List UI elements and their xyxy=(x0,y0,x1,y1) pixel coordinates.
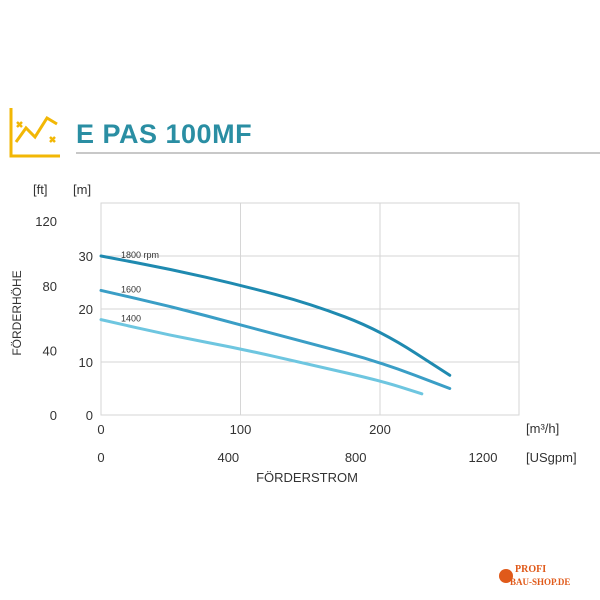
series-label-1: 1800 rpm xyxy=(121,250,159,260)
y-left-tick-labels: 0 40 80 120 xyxy=(35,214,57,423)
series-line-3 xyxy=(99,318,424,396)
grid-lines xyxy=(101,203,519,415)
watermark-line1: PROFI xyxy=(515,564,546,575)
series-label-2: 1600 xyxy=(121,284,141,294)
watermark-line2: BAU-SHOP.DE xyxy=(510,577,570,587)
x-top-tick-labels: 0 100 200 xyxy=(97,422,390,437)
y-axis-title: FÖRDERHÖHE xyxy=(10,270,24,355)
y-left-tick: 80 xyxy=(43,279,57,294)
line-chart-icon xyxy=(9,108,60,158)
x-top-unit: [m³/h] xyxy=(526,421,559,436)
series-lines xyxy=(99,254,452,396)
series-labels: 1800 rpm 1600 1400 xyxy=(121,250,159,324)
x-top-tick: 0 xyxy=(97,422,104,437)
x-bottom-tick: 400 xyxy=(217,450,239,465)
watermark-logo: PROFI BAU-SHOP.DE xyxy=(499,564,570,587)
title-divider xyxy=(76,152,600,154)
series-line-2 xyxy=(99,288,452,390)
x-bottom-tick: 800 xyxy=(345,450,367,465)
x-bottom-tick: 0 xyxy=(97,450,104,465)
x-bottom-tick-labels: 0 400 800 1200 xyxy=(97,450,497,465)
y-right-tick: 0 xyxy=(86,408,93,423)
series-label-3: 1400 xyxy=(121,314,141,324)
y-right-tick: 10 xyxy=(79,355,93,370)
page-title: E PAS 100MF xyxy=(76,119,253,149)
y-right-tick: 20 xyxy=(79,302,93,317)
x-bottom-unit: [USgpm] xyxy=(526,450,577,465)
y-right-tick-labels: 0 10 20 30 xyxy=(79,249,93,423)
watermark-icon xyxy=(499,569,513,583)
y-right-tick: 30 xyxy=(79,249,93,264)
y-left-tick: 0 xyxy=(50,408,57,423)
y-left-tick: 40 xyxy=(43,343,57,358)
y-left-unit: [ft] xyxy=(33,182,47,197)
x-top-tick: 200 xyxy=(369,422,391,437)
x-bottom-tick: 1200 xyxy=(469,450,498,465)
y-left-tick: 120 xyxy=(35,214,57,229)
series-line-1 xyxy=(99,254,452,377)
y-right-unit: [m] xyxy=(73,182,91,197)
x-axis-title: FÖRDERSTROM xyxy=(256,470,358,485)
x-top-tick: 100 xyxy=(230,422,252,437)
